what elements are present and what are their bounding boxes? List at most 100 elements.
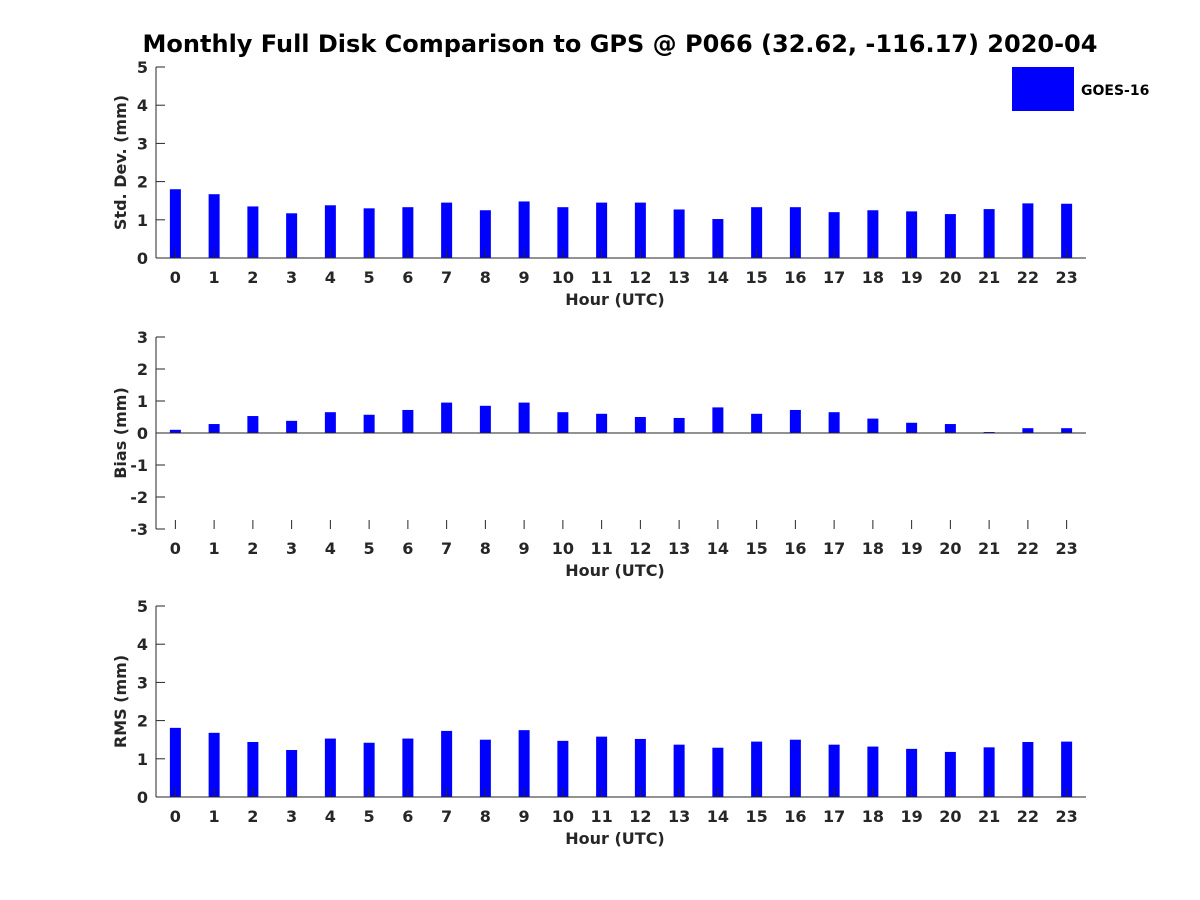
y-tick-label: 2 [137, 712, 148, 731]
bar [479, 210, 491, 258]
bar [712, 219, 724, 258]
x-tick-label: 8 [480, 268, 491, 287]
bar [712, 747, 724, 797]
bar [286, 213, 298, 258]
bar [596, 736, 608, 797]
x-tick-label: 10 [552, 268, 574, 287]
x-tick-label: 3 [286, 539, 297, 558]
bar [673, 744, 685, 797]
bar [867, 418, 879, 433]
x-tick-label: 21 [978, 807, 1000, 826]
x-tick-label: 12 [629, 807, 651, 826]
x-tick-label: 14 [707, 268, 729, 287]
x-tick-label: 8 [480, 539, 491, 558]
x-tick-label: 14 [707, 539, 729, 558]
x-tick-label: 5 [364, 807, 375, 826]
bar [441, 402, 453, 433]
x-tick-label: 11 [590, 807, 612, 826]
x-tick-label: 19 [900, 268, 922, 287]
x-tick-label: 1 [209, 539, 220, 558]
x-tick-label: 2 [247, 539, 258, 558]
bar [402, 409, 414, 433]
x-tick-label: 13 [668, 539, 690, 558]
bar [324, 205, 336, 258]
y-tick-label: -2 [130, 488, 148, 507]
bar [634, 202, 646, 258]
y-axis-label: Std. Dev. (mm) [111, 95, 130, 230]
bar [751, 741, 763, 797]
bar [1061, 428, 1073, 433]
bar [479, 405, 491, 433]
bar [634, 738, 646, 797]
bar [441, 730, 453, 797]
x-axis-label: Hour (UTC) [565, 829, 665, 848]
y-tick-label: 4 [137, 635, 148, 654]
bar [828, 744, 840, 797]
bar [247, 741, 259, 797]
legend-swatch-goes-16 [1012, 67, 1074, 111]
y-tick-label: 2 [137, 173, 148, 192]
bar [596, 202, 608, 258]
x-tick-label: 6 [402, 807, 413, 826]
x-tick-label: 5 [364, 539, 375, 558]
x-tick-label: 19 [900, 539, 922, 558]
x-tick-label: 14 [707, 807, 729, 826]
y-tick-label: 0 [137, 788, 148, 807]
x-tick-label: 7 [441, 807, 452, 826]
bar [751, 207, 763, 258]
bar [1022, 428, 1034, 433]
legend: GOES-16 [1012, 67, 1149, 111]
x-tick-label: 13 [668, 807, 690, 826]
x-tick-label: 22 [1017, 539, 1039, 558]
x-tick-label: 3 [286, 268, 297, 287]
x-tick-label: 12 [629, 539, 651, 558]
bar [789, 207, 801, 258]
x-tick-label: 7 [441, 539, 452, 558]
x-tick-label: 11 [590, 539, 612, 558]
bar [479, 739, 491, 797]
bar [208, 194, 220, 258]
bar [596, 413, 608, 433]
bar [557, 412, 569, 433]
x-tick-label: 18 [862, 268, 884, 287]
x-tick-label: 11 [590, 268, 612, 287]
bar [402, 207, 414, 258]
bar [867, 746, 879, 797]
bar [906, 748, 918, 797]
y-axis-label: RMS (mm) [111, 655, 130, 748]
x-tick-label: 16 [784, 807, 806, 826]
x-tick-label: 22 [1017, 268, 1039, 287]
x-tick-label: 3 [286, 807, 297, 826]
bar [169, 429, 181, 433]
bar [247, 416, 259, 433]
x-tick-label: 4 [325, 268, 336, 287]
y-tick-label: 1 [137, 392, 148, 411]
x-tick-label: 16 [784, 539, 806, 558]
x-tick-label: 21 [978, 539, 1000, 558]
x-tick-label: 22 [1017, 807, 1039, 826]
bar [169, 189, 181, 258]
bar [983, 209, 995, 258]
bar [324, 738, 336, 797]
x-tick-label: 9 [519, 539, 530, 558]
y-tick-label: 1 [137, 211, 148, 230]
x-tick-label: 1 [209, 807, 220, 826]
x-tick-label: 6 [402, 539, 413, 558]
x-tick-label: 7 [441, 268, 452, 287]
bar [324, 412, 336, 433]
x-tick-label: 9 [519, 807, 530, 826]
x-tick-label: 2 [247, 268, 258, 287]
bar [402, 738, 414, 797]
bar [518, 201, 530, 258]
bar [286, 420, 298, 433]
bar [286, 750, 298, 797]
bar [363, 208, 375, 258]
x-tick-label: 16 [784, 268, 806, 287]
x-tick-label: 6 [402, 268, 413, 287]
x-tick-label: 15 [745, 268, 767, 287]
y-tick-label: -1 [130, 456, 148, 475]
x-axis-label: Hour (UTC) [565, 561, 665, 580]
